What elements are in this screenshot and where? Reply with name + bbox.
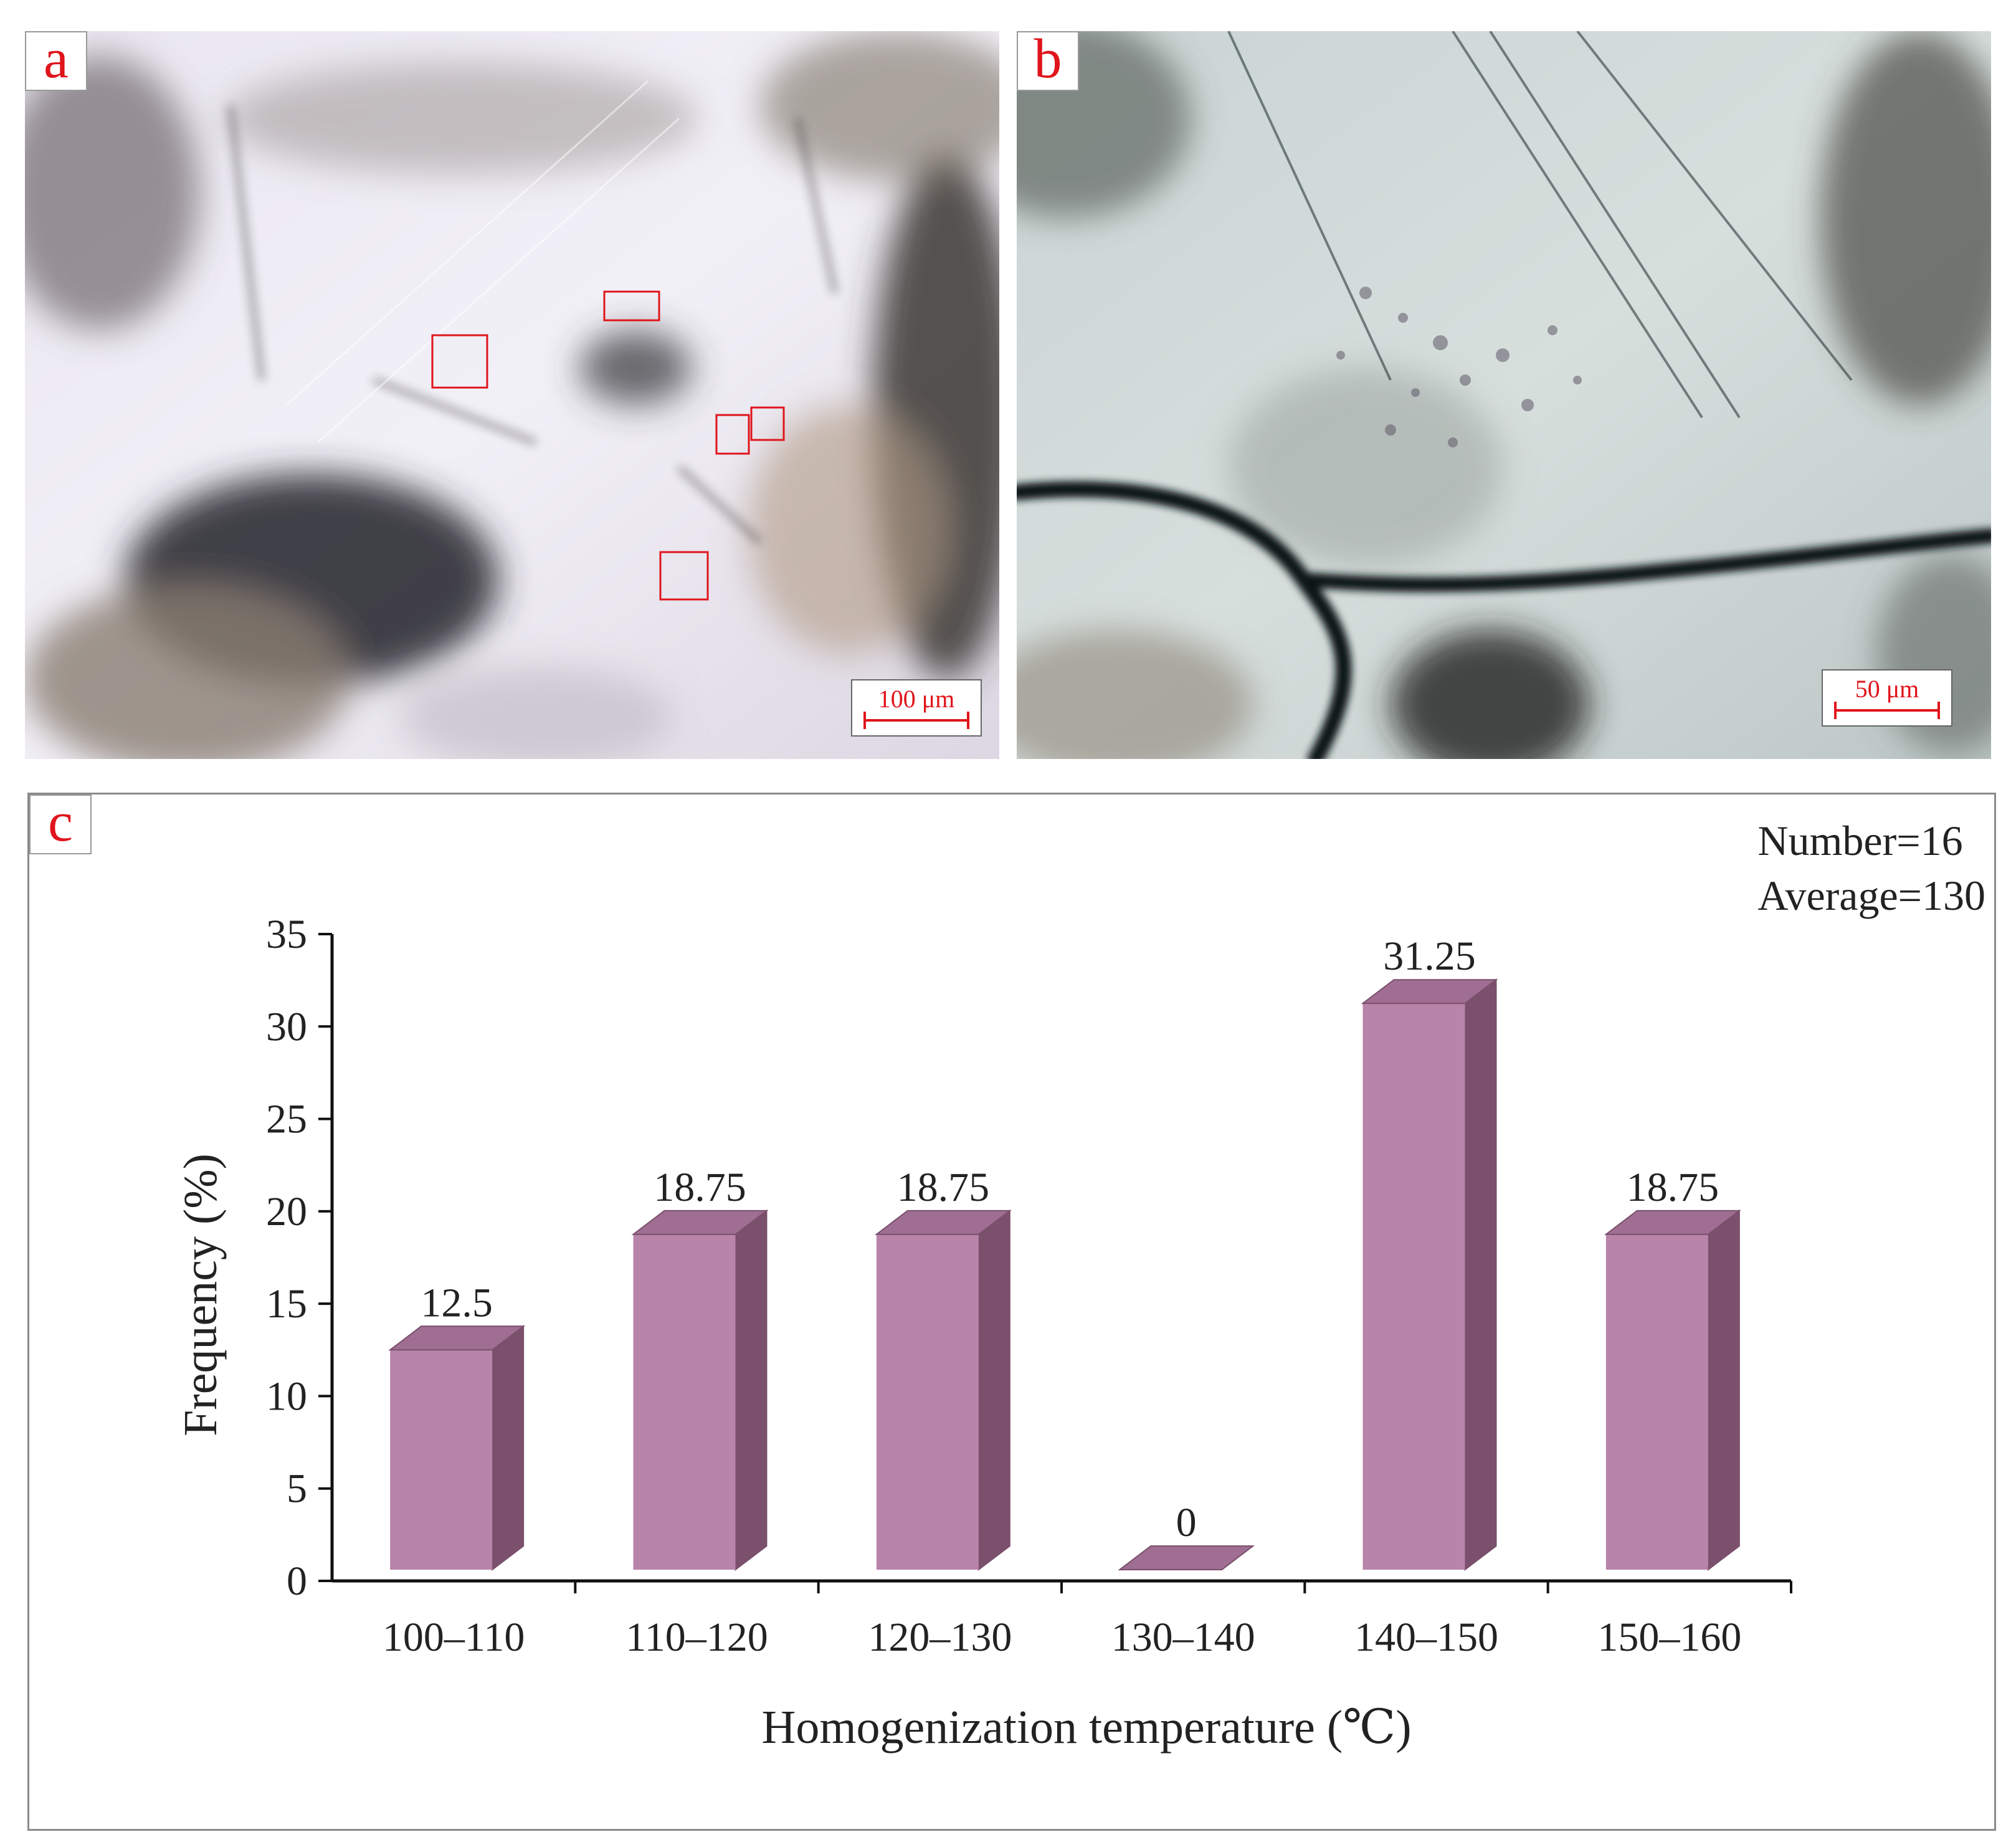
scale-bar-a-label: 100 μm xyxy=(878,685,955,713)
stat-average: Average=130 xyxy=(1757,872,1985,919)
bar-side-5 xyxy=(1707,1209,1740,1572)
data-label-1: 18.75 xyxy=(654,1165,746,1210)
bar-side-2 xyxy=(977,1209,1010,1572)
bar-front-5 xyxy=(1605,1234,1708,1570)
y-tick-label-3: 15 xyxy=(266,1281,307,1327)
chart-stats: Number=16 Average=130 xyxy=(1757,813,1985,923)
photomicrograph-b-image xyxy=(1017,31,1991,759)
scale-bar-a: 100 μm xyxy=(851,679,982,737)
stat-number: Number=16 xyxy=(1757,817,1963,864)
data-label-4: 31.25 xyxy=(1383,933,1476,979)
y-tick-label-5: 25 xyxy=(266,1097,307,1142)
x-tick-label-4: 140–150 xyxy=(1354,1615,1498,1660)
bar-front-4 xyxy=(1362,1003,1465,1570)
bar-top-1 xyxy=(631,1210,769,1235)
y-axis-title: Frequency (%) xyxy=(174,1153,227,1436)
bar-top-5 xyxy=(1604,1210,1741,1235)
bar-front-2 xyxy=(876,1234,979,1570)
scale-bar-b-label: 50 μm xyxy=(1855,675,1919,703)
y-tick-label-7: 35 xyxy=(266,912,307,957)
bar-chart: 0 5 10 15 20 25 30 35 12.5 100–110 18.75 110–120 18.… xyxy=(174,912,1792,1754)
photomicrograph-a-image xyxy=(25,31,999,759)
x-tick-label-5: 150–160 xyxy=(1597,1615,1741,1660)
data-label-0: 12.5 xyxy=(421,1280,493,1325)
bar-top-0 xyxy=(388,1325,526,1351)
scale-bar-b-line xyxy=(1834,702,1940,719)
bar-front-0 xyxy=(390,1350,493,1570)
y-tick-label-0: 0 xyxy=(287,1558,307,1604)
data-label-5: 18.75 xyxy=(1627,1165,1719,1210)
y-tick-label-2: 10 xyxy=(266,1373,307,1419)
data-label-3: 0 xyxy=(1176,1500,1197,1545)
x-tick-label-2: 120–130 xyxy=(868,1615,1012,1660)
histogram-panel: c Number=16 Average=130 0 5 10 15 20 25 30 35 12… xyxy=(27,793,1996,1831)
bar-side-4 xyxy=(1464,978,1497,1572)
data-label-2: 18.75 xyxy=(897,1165,990,1210)
bar-front-1 xyxy=(633,1234,736,1570)
bar-top-2 xyxy=(874,1210,1012,1235)
scale-bar-a-line xyxy=(863,712,969,729)
panel-label-b: b xyxy=(1017,31,1079,91)
y-tick-label-4: 20 xyxy=(266,1189,307,1234)
photomicrograph-b: b 50 μm xyxy=(1017,31,1991,759)
bar-top-3 xyxy=(1118,1545,1255,1570)
x-tick-label-0: 100–110 xyxy=(383,1615,525,1660)
panel-label-a: a xyxy=(25,31,87,91)
panel-label-c: c xyxy=(29,795,92,854)
x-tick-label-3: 130–140 xyxy=(1111,1615,1255,1660)
bar-side-1 xyxy=(735,1209,768,1572)
x-axis-title: Homogenization temperature (℃) xyxy=(761,1701,1411,1754)
bar-top-4 xyxy=(1361,979,1498,1005)
y-tick-label-6: 30 xyxy=(266,1004,307,1049)
y-tick-label-1: 5 xyxy=(287,1466,307,1512)
x-tick-label-1: 110–120 xyxy=(625,1615,768,1660)
bar-side-0 xyxy=(492,1325,525,1572)
photomicrograph-a: a 100 μm xyxy=(25,31,999,759)
scale-bar-b: 50 μm xyxy=(1822,669,1952,727)
